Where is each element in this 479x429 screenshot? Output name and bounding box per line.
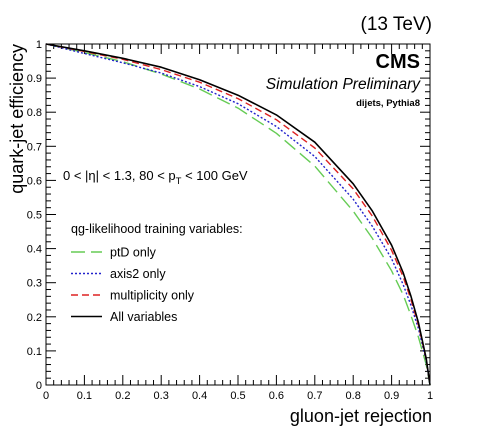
y-tick-label: 1 bbox=[36, 39, 42, 51]
y-tick-label: 0.9 bbox=[27, 73, 42, 85]
legend-title: qg-likelihood training variables: bbox=[71, 222, 243, 236]
series-line-all-variables bbox=[45, 43, 431, 386]
x-tick-label: 0.8 bbox=[346, 390, 361, 402]
y-tick-label: 0.3 bbox=[27, 278, 42, 290]
y-axis-title: quark-jet efficiency bbox=[7, 44, 27, 194]
status-label: Simulation Preliminary bbox=[266, 76, 421, 93]
y-tick-label: 0.6 bbox=[27, 175, 42, 187]
legend-label-multiplicity-only: multiplicity only bbox=[110, 289, 195, 303]
x-tick-label: 1 bbox=[427, 390, 433, 402]
x-axis-title: gluon-jet rejection bbox=[290, 406, 432, 426]
legend-label-all-variables: All variables bbox=[110, 310, 177, 324]
x-tick-label: 0.6 bbox=[269, 390, 284, 402]
x-tick-label: 0.4 bbox=[192, 390, 207, 402]
y-tick-label: 0.8 bbox=[27, 107, 42, 119]
y-tick-label: 0 bbox=[36, 380, 42, 392]
series-line-axis2-only bbox=[45, 43, 431, 386]
y-tick-label: 0.2 bbox=[27, 312, 42, 324]
legend-label-axis2-only: axis2 only bbox=[110, 267, 166, 281]
x-tick-label: 0.9 bbox=[384, 390, 399, 402]
sample-label: dijets, Pythia8 bbox=[356, 98, 420, 109]
x-tick-label: 0 bbox=[43, 390, 49, 402]
y-tick-label: 0.4 bbox=[27, 244, 42, 256]
legend: ptD only axis2 only multiplicity only All v… bbox=[71, 246, 195, 324]
selection-part1: 0 < |η| < 1.3, 80 < p bbox=[63, 168, 176, 183]
selection-sub: T bbox=[176, 176, 182, 187]
energy-label: (13 TeV) bbox=[361, 14, 432, 35]
x-tick-label: 0.1 bbox=[77, 390, 92, 402]
x-tick-label: 0.2 bbox=[115, 390, 130, 402]
series-line-ptd-only bbox=[45, 43, 431, 386]
selection-part2: < 100 GeV bbox=[181, 168, 247, 183]
y-tick-label: 0.7 bbox=[27, 141, 42, 153]
x-tick-label: 0.3 bbox=[154, 390, 169, 402]
x-tick-label: 0.5 bbox=[230, 390, 245, 402]
y-tick-label: 0.1 bbox=[27, 346, 42, 358]
y-tick-label: 0.5 bbox=[27, 210, 42, 222]
x-tick-label: 0.7 bbox=[307, 390, 322, 402]
experiment-label: CMS bbox=[376, 51, 420, 73]
legend-label-ptd-only: ptD only bbox=[110, 246, 157, 260]
selection-label: 0 < |η| < 1.3, 80 < pT < 100 GeV bbox=[63, 168, 248, 187]
plot-area: 0 0.1 0.2 0.3 0.4 0.5 0.6 0.7 0.8 0.9 1 0 0.1 0.2 0.3 0… bbox=[27, 39, 433, 402]
